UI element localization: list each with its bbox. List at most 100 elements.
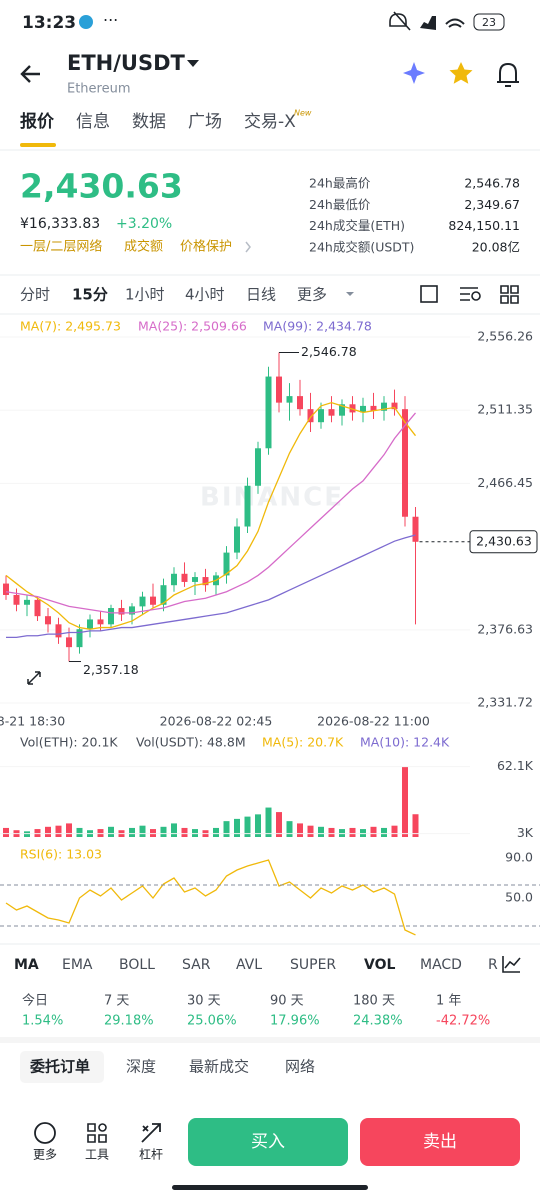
expand-icon[interactable]: [27, 671, 41, 685]
indicator-tab[interactable]: MACD: [420, 957, 462, 973]
timeframe[interactable]: 更多: [297, 286, 327, 304]
ma-legend: MA(99): 2,434.78: [263, 319, 372, 334]
tab-underline: [20, 143, 56, 147]
order-tab[interactable]: 网络: [285, 1058, 315, 1076]
tab[interactable]: 广场: [188, 112, 222, 132]
tab[interactable]: 交易-X: [244, 112, 296, 132]
signal-icon: [420, 16, 436, 30]
rsi-tick-label: 50.0: [505, 890, 533, 905]
candle-body: [234, 526, 240, 553]
timeframe[interactable]: 1小时: [125, 286, 165, 304]
tab[interactable]: 报价: [20, 111, 55, 132]
tab[interactable]: 信息: [76, 112, 110, 132]
ma-legend: MA(7): 2,495.73: [20, 319, 121, 334]
volume-bar: [171, 823, 177, 837]
volume-bar: [370, 826, 377, 837]
tag[interactable]: 价格保护: [180, 239, 232, 255]
candle-body: [76, 629, 83, 648]
settings-icon[interactable]: [460, 287, 481, 301]
fullscreen-icon[interactable]: [420, 285, 438, 303]
volume-bar: [223, 821, 230, 837]
ai-icon[interactable]: [403, 62, 425, 84]
return-label: 180 天: [353, 994, 395, 1009]
alert-bell[interactable]: [497, 62, 519, 87]
y-tick-label: 2,376.63: [477, 621, 533, 636]
volume-bar: [339, 829, 345, 837]
tool-label[interactable]: 更多: [33, 1148, 57, 1162]
return-label: 30 天: [187, 994, 221, 1009]
candle-body: [192, 577, 198, 582]
candle-body: [45, 616, 51, 625]
stat-label: 24h成交量(ETH): [309, 218, 405, 233]
volume-bar: [255, 814, 261, 837]
rsi-line: [5, 859, 416, 936]
volume-bar: [45, 826, 51, 837]
tag[interactable]: 一层/二层网络: [20, 239, 102, 255]
volume-bar: [76, 827, 83, 837]
candle-body: [34, 599, 41, 617]
sell-label[interactable]: 卖出: [423, 1132, 457, 1152]
favorite-star[interactable]: [449, 62, 473, 84]
indicator-tab[interactable]: BOLL: [119, 957, 155, 973]
tools-icon[interactable]: [87, 1123, 107, 1143]
candle-body: [265, 376, 272, 449]
x-tick-label: 2026-08-22 02:45: [160, 714, 273, 729]
volume-bar: [276, 812, 282, 837]
indicator-settings[interactable]: [502, 956, 521, 973]
volume-bar: [244, 816, 251, 837]
back-button[interactable]: [20, 65, 40, 83]
volume-bar: [55, 825, 62, 837]
indicator-tab[interactable]: VOL: [364, 957, 395, 973]
tab[interactable]: 数据: [132, 112, 166, 132]
pair-dropdown[interactable]: [187, 60, 199, 67]
timeframe[interactable]: 4小时: [185, 286, 225, 304]
timeframe[interactable]: 15分: [72, 286, 108, 304]
order-tab[interactable]: 委托订单: [30, 1058, 90, 1076]
candle-body: [66, 637, 72, 648]
pair-title[interactable]: ETH/USDT: [67, 51, 186, 75]
battery-level: 23: [482, 16, 496, 29]
candle-body: [381, 402, 387, 411]
tag[interactable]: 成交额: [124, 239, 163, 255]
more-dropdown[interactable]: [346, 292, 354, 296]
tool-label[interactable]: 工具: [85, 1148, 109, 1162]
candle-body: [307, 409, 314, 423]
order-tab[interactable]: 最新成交: [189, 1058, 249, 1076]
timeframe[interactable]: 日线: [246, 286, 276, 304]
vol-tick-label: 3K: [517, 825, 534, 840]
volume-bar: [34, 829, 41, 837]
buy-label[interactable]: 买入: [251, 1132, 285, 1152]
order-tab[interactable]: 深度: [126, 1058, 156, 1076]
candle-body: [150, 596, 156, 605]
volume-bar: [360, 829, 366, 837]
indicator-tab[interactable]: EMA: [62, 957, 93, 973]
vol-legend: Vol(USDT): 48.8M: [136, 735, 246, 750]
indicator-tab[interactable]: R: [488, 957, 498, 973]
timeframe[interactable]: 分时: [20, 286, 50, 304]
wifi-icon: [445, 18, 465, 28]
more-icon[interactable]: [34, 1122, 56, 1144]
volume-bar: [381, 827, 387, 837]
leverage-icon[interactable]: [141, 1123, 161, 1143]
status-time: 13:23: [22, 13, 76, 33]
high-label: 2,546.78: [301, 344, 357, 359]
indicator-tab[interactable]: MA: [14, 957, 39, 973]
last-price-box: [469, 530, 538, 554]
indicator-tab[interactable]: SUPER: [290, 957, 336, 973]
layout-icon[interactable]: [500, 285, 519, 304]
candle-body: [255, 448, 261, 486]
return-value: 25.06%: [187, 1014, 237, 1029]
return-label: 今日: [22, 993, 48, 1009]
tool-label[interactable]: 杠杆: [139, 1147, 163, 1162]
volume-bar: [412, 814, 419, 837]
candle-body: [3, 583, 9, 595]
buy-button[interactable]: [188, 1118, 348, 1166]
candle-body: [160, 585, 167, 605]
y-tick-label: 2,556.26: [477, 329, 533, 344]
sell-button[interactable]: [360, 1118, 520, 1166]
candle-body: [402, 409, 408, 517]
candle-body: [171, 573, 177, 586]
volume-bar: [286, 821, 293, 837]
indicator-tab[interactable]: SAR: [182, 957, 211, 973]
indicator-tab[interactable]: AVL: [236, 957, 262, 973]
